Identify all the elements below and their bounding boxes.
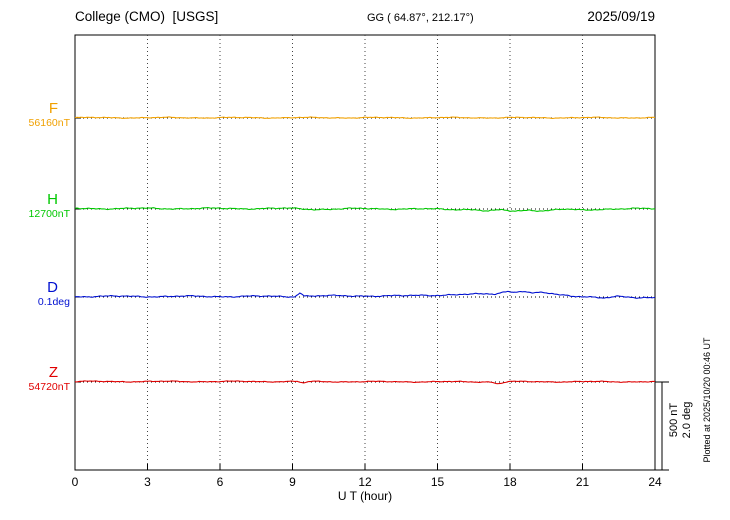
scale-nt-label: 500 nT bbox=[668, 402, 680, 438]
plot-date: 2025/09/19 bbox=[587, 9, 655, 24]
x-tick-label: 6 bbox=[217, 475, 224, 489]
plotted-at-note: Plotted at 2025/10/20 00:46 UT bbox=[702, 337, 712, 463]
trace-label-F: F 56160nT bbox=[14, 100, 70, 130]
trace-name-H: H bbox=[47, 191, 58, 208]
trace-baseline-value-F: 56160nT bbox=[28, 117, 70, 129]
trace-D bbox=[74, 290, 656, 299]
x-tick-label: 24 bbox=[648, 475, 662, 489]
trace-baseline-value-Z: 54720nT bbox=[28, 381, 70, 393]
trace-label-D: D 0.1deg bbox=[14, 279, 70, 309]
trace-baseline-value-D: 0.1deg bbox=[37, 296, 70, 308]
trace-name-Z: Z bbox=[48, 364, 58, 381]
trace-name-F: F bbox=[48, 100, 58, 117]
x-tick-label: 15 bbox=[431, 475, 445, 489]
scale-deg-label: 2.0 deg bbox=[681, 401, 693, 439]
x-tick-label: 18 bbox=[503, 475, 517, 489]
observatory-title: College (CMO) [USGS] bbox=[75, 9, 219, 24]
scale-bar-labels: 500 nT 2.0 deg bbox=[668, 402, 694, 439]
trace-baseline-value-H: 12700nT bbox=[28, 208, 70, 220]
trace-F bbox=[74, 116, 656, 119]
x-tick-label: 9 bbox=[289, 475, 296, 489]
x-tick-label: 12 bbox=[358, 475, 372, 489]
x-tick-label: 21 bbox=[576, 475, 590, 489]
trace-Z bbox=[74, 380, 656, 385]
trace-name-D: D bbox=[47, 279, 58, 296]
x-tick-label: 0 bbox=[72, 475, 79, 489]
x-tick-label: 3 bbox=[144, 475, 151, 489]
geographic-coordinates: GG ( 64.87°, 212.17°) bbox=[367, 12, 474, 24]
trace-label-H: H 12700nT bbox=[14, 191, 70, 221]
trace-H bbox=[74, 207, 655, 212]
trace-label-Z: Z 54720nT bbox=[14, 364, 70, 394]
x-axis-label: U T (hour) bbox=[337, 489, 393, 503]
